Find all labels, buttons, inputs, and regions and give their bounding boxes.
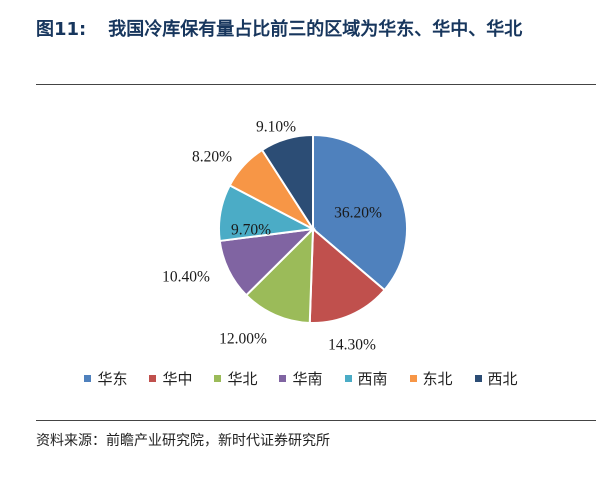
legend-swatch-1 [84,375,92,382]
legend-item-6: 东北 [409,368,453,389]
data-label-1: 36.20% [334,205,382,222]
legend-swatch-6 [409,375,417,382]
legend-item-7: 西北 [474,368,518,389]
figure-number: 图11: [36,19,87,40]
chart-legend: 华东 华中 华北 华南 西南 东北 西北 [0,368,602,389]
legend-item-1: 华东 [84,368,127,389]
data-label-3: 12.00% [219,331,267,348]
data-label-7: 9.10% [256,119,296,136]
legend-label-4: 华南 [292,370,323,388]
pie-slice-2 [308,226,386,324]
source-divider [36,420,596,421]
figure-title-text: 我国冷库保有量占比前三的区域为华东、华中、华北 [108,19,523,40]
legend-swatch-4 [279,375,287,382]
figure-title: 图11: 我国冷库保有量占比前三的区域为华东、华中、华北 [36,16,596,44]
data-label-6: 8.20% [192,149,232,166]
legend-swatch-7 [474,375,482,382]
pie-slice-3 [244,226,315,324]
legend-label-5: 西南 [357,370,388,388]
legend-item-5: 西南 [344,368,388,389]
data-label-5: 9.70% [231,222,271,239]
data-label-2: 14.30% [328,337,376,354]
legend-swatch-3 [214,375,222,382]
data-label-4: 10.40% [162,269,210,286]
source-note: 资料来源：前瞻产业研究院，新时代证券研究所 [36,433,330,449]
legend-label-6: 东北 [422,370,453,388]
legend-swatch-2 [149,375,157,382]
title-divider [36,84,596,85]
pie-slice-7 [260,133,314,233]
legend-label-1: 华东 [97,370,128,388]
legend-label-7: 西北 [487,370,518,388]
legend-item-2: 华中 [149,368,192,389]
legend-item-3: 华北 [214,368,257,389]
legend-label-2: 华中 [162,370,193,388]
pie-chart: 36.20% 14.30% 12.00% 10.40% 9.70% 8.20% 9.10% [162,119,408,354]
legend-item-4: 华南 [279,368,323,389]
pie-slice-1 [312,133,408,292]
legend-label-3: 华北 [227,370,258,388]
legend-swatch-5 [344,375,352,382]
